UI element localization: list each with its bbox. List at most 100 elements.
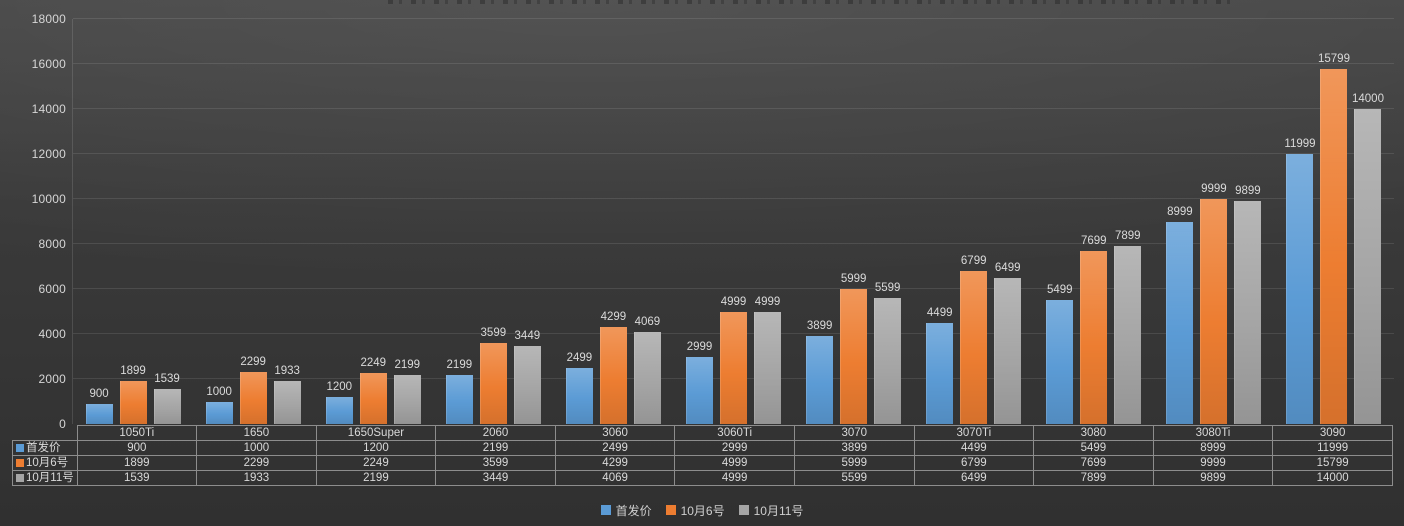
table-value-cell: 14000 (1272, 470, 1393, 486)
y-tick-label: 18000 (31, 12, 66, 26)
data-table: 1050Ti 1650 1650Super 2060 3060 3060Ti 3070 307… (12, 425, 1393, 486)
legend-swatch-icon (665, 505, 676, 515)
legend-item-10月6号: 10月6号 (665, 502, 725, 519)
bar-10月11号-3090: 14000 (1352, 93, 1384, 424)
table-value-cell: 3599 (435, 455, 556, 471)
y-tick-label: 12000 (31, 147, 66, 161)
plot-area: 900 1899 1539 1000 2299 1933 1200 2249 2199 2199 3… (72, 18, 1394, 424)
bar-group-3090: 11999 15799 14000 (1274, 19, 1394, 424)
y-tick-label: 4000 (38, 327, 66, 341)
bar-group-1650Super: 1200 2249 2199 (313, 19, 433, 424)
bar-group-3080: 5499 7699 7899 (1034, 19, 1154, 424)
table-value-cell: 9999 (1152, 455, 1274, 471)
bar-value-label: 4299 (600, 311, 627, 324)
bar-value-label: 2199 (394, 358, 421, 371)
bar-value-label: 11999 (1284, 138, 1316, 150)
table-value-cell: 7899 (1033, 470, 1154, 486)
legend-swatch-icon (738, 505, 749, 515)
bar-group-3060Ti: 2999 4999 4999 (673, 19, 793, 424)
table-series-header: 10月11号 (12, 470, 78, 486)
table-value-cell: 6499 (913, 470, 1035, 486)
table-category-header: 3060 (554, 425, 676, 441)
table-value-cell: 2199 (435, 440, 556, 456)
bar-10月6号-3070Ti: 6799 (960, 255, 988, 424)
bar-group-2060: 2199 3599 3449 (433, 19, 553, 424)
bar-10月11号-3060: 4069 (633, 316, 661, 424)
gridline (73, 18, 1394, 19)
bar-value-label: 14000 (1351, 93, 1384, 105)
bar-首发价-3090: 11999 (1284, 138, 1316, 424)
table-series-header: 首发价 (12, 440, 78, 456)
bar-10月11号-1050Ti: 1539 (153, 373, 181, 424)
table-category-header: 3070Ti (913, 425, 1035, 441)
bar-group-3070Ti: 4499 6799 6499 (914, 19, 1034, 424)
legend: 首发价 10月6号 10月11号 (0, 502, 1404, 518)
gridline (73, 198, 1394, 199)
bar-首发价-3080Ti: 8999 (1166, 206, 1194, 424)
table-category-header: 3080Ti (1152, 425, 1274, 441)
y-axis: 0 2000 4000 6000 8000 10000 12000 14000 16000 180… (0, 12, 66, 431)
table-value-cell: 3899 (793, 440, 915, 456)
bar-10月6号-3060Ti: 4999 (720, 296, 748, 424)
bar-value-label: 3599 (480, 327, 507, 339)
bar-value-label: 9999 (1201, 183, 1227, 195)
bar-value-label: 4999 (754, 295, 781, 308)
bar-value-label: 3449 (514, 330, 541, 343)
table-value-cell: 2499 (554, 440, 676, 456)
y-tick-label: 14000 (31, 102, 66, 116)
bar-10月6号-2060: 3599 (479, 327, 507, 424)
bar-10月11号-3080: 7899 (1114, 230, 1142, 424)
bar-10月11号-3080Ti: 9899 (1234, 185, 1262, 424)
table-value-cell: 1933 (196, 470, 317, 486)
legend-item-首发价: 首发价 (600, 502, 652, 519)
bar-value-label: 2299 (240, 356, 266, 369)
table-value-cell: 9899 (1152, 470, 1274, 486)
bar-10月11号-2060: 3449 (513, 330, 541, 424)
table-series-header: 10月6号 (12, 455, 78, 471)
table-value-cell: 4299 (554, 455, 676, 471)
bar-value-label: 5599 (874, 282, 901, 294)
bar-首发价-1050Ti: 900 (85, 388, 113, 424)
bar-10月6号-3080: 7699 (1080, 235, 1108, 424)
legend-label: 首发价 (615, 503, 652, 518)
bar-10月6号-3070: 5999 (840, 273, 868, 424)
legend-label: 10月6号 (680, 503, 725, 518)
bar-10月6号-3090: 15799 (1318, 53, 1350, 424)
bar-首发价-2060: 2199 (445, 359, 473, 424)
bar-value-label: 2249 (360, 357, 387, 370)
bar-value-label: 5999 (840, 273, 867, 285)
bar-10月6号-1050Ti: 1899 (119, 365, 147, 424)
bar-value-label: 2999 (686, 340, 713, 353)
legend-item-10月11号: 10月11号 (738, 502, 803, 519)
gridline (73, 153, 1394, 154)
bar-value-label: 1539 (154, 373, 180, 386)
y-tick-label: 16000 (31, 57, 66, 71)
y-tick-label: 10000 (31, 192, 66, 206)
chart-title-clipped (388, 0, 1230, 4)
bar-10月11号-1650: 1933 (273, 365, 301, 424)
table-value-cell: 4069 (554, 470, 676, 486)
table-value-cell: 900 (76, 440, 198, 456)
bar-value-label: 7699 (1081, 234, 1107, 247)
bar-首发价-1650: 1000 (205, 386, 233, 424)
table-value-cell: 2249 (315, 455, 437, 471)
table-category-header: 3080 (1033, 425, 1154, 441)
y-tick-label: 6000 (38, 282, 66, 296)
bar-value-label: 5499 (1047, 284, 1073, 297)
bar-value-label: 2199 (446, 358, 473, 371)
bar-value-label: 4499 (926, 306, 953, 319)
gridline (73, 108, 1394, 109)
table-value-cell: 4499 (913, 440, 1035, 456)
table-value-cell: 1200 (315, 440, 437, 456)
bar-group-1650: 1000 2299 1933 (193, 19, 313, 424)
table-value-cell: 1539 (76, 470, 198, 486)
y-tick-label: 0 (59, 417, 66, 431)
bar-value-label: 900 (89, 387, 109, 400)
bar-value-label: 4069 (634, 316, 661, 329)
table-value-cell: 5999 (793, 455, 915, 471)
bar-value-label: 1899 (120, 365, 146, 378)
table-value-cell: 3449 (435, 470, 556, 486)
table-value-cell: 15799 (1272, 455, 1393, 471)
bar-首发价-3070: 3899 (806, 320, 834, 424)
table-value-cell: 7699 (1033, 455, 1154, 471)
